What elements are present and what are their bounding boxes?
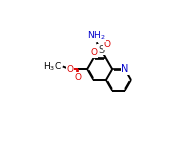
Text: O: O <box>90 48 97 57</box>
Text: S: S <box>98 45 104 55</box>
Text: O: O <box>104 40 111 49</box>
Text: N: N <box>121 64 128 74</box>
Text: O: O <box>74 73 81 82</box>
Text: O: O <box>66 65 73 74</box>
Text: NH$_2$: NH$_2$ <box>87 29 106 42</box>
Text: H$_3$C: H$_3$C <box>43 60 62 73</box>
